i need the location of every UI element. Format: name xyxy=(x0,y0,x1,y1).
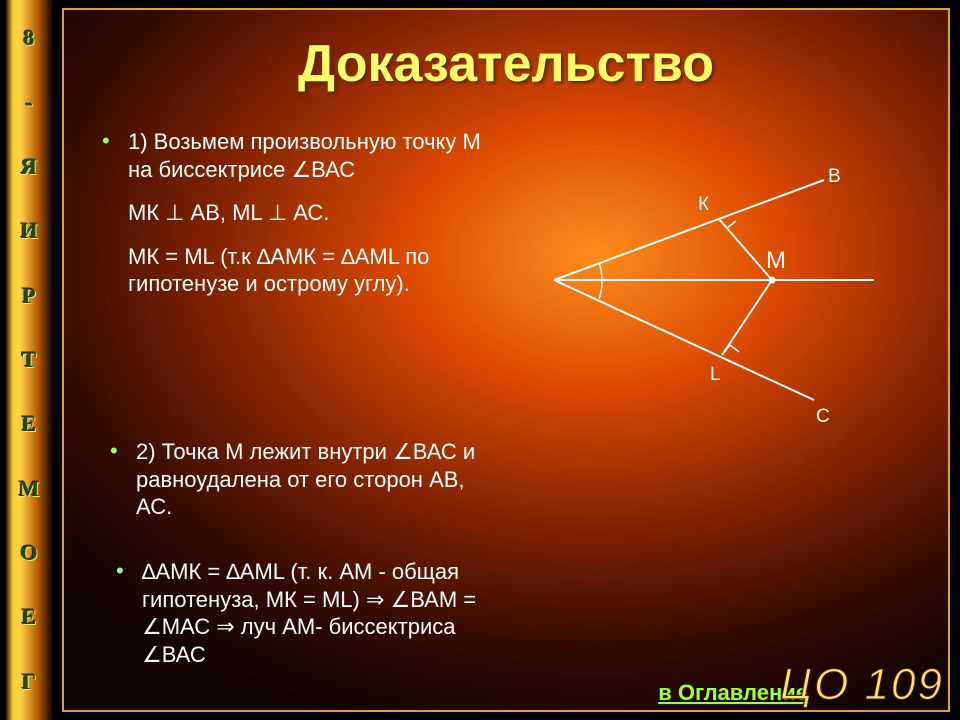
sidebar-letter: - xyxy=(25,90,32,116)
sidebar-letter: Т xyxy=(22,347,37,373)
diagram-label-K: К xyxy=(698,194,709,215)
diagram-label-L: L xyxy=(710,364,721,385)
sidebar-letter: Р xyxy=(22,283,35,309)
school-logo: ЦО 109 xyxy=(780,660,944,710)
proof-step-1a: 1) Возьмем произвольную точку М на биссе… xyxy=(128,128,482,183)
sidebar-letter: Е xyxy=(22,411,37,437)
sidebar-letter: Е xyxy=(22,604,37,630)
slide-title: Доказательство xyxy=(64,34,948,94)
bullet-icon: • xyxy=(110,438,136,521)
proof-step-3: ∆АМК = ∆АМL (т. к. АМ - общая гипотенуза… xyxy=(142,558,516,668)
sidebar-letter: 8 xyxy=(24,25,35,51)
angle-bisector-diagram: А В С К L М xyxy=(544,140,924,440)
sidebar-letter: О xyxy=(20,540,37,566)
sidebar-letter: Я xyxy=(21,154,37,180)
sidebar-letter: М xyxy=(19,476,40,502)
diagram-label-C: С xyxy=(816,406,830,427)
sidebar-letter: Г xyxy=(22,669,36,695)
bullet-icon: • xyxy=(102,128,128,298)
proof-step-1b: МК ⊥ АВ, МL ⊥ АС. xyxy=(128,199,482,227)
diagram-label-M: М xyxy=(766,247,786,274)
proof-step-1c: МК = МL (т.к ∆АМК = ∆АМL по гипотенузе и… xyxy=(128,243,482,298)
sidebar-letter: И xyxy=(20,218,37,244)
bullet-icon: • xyxy=(116,558,142,668)
sidebar-vertical-title: Г Е О М Е Т Р И Я - 8 xyxy=(10,6,48,714)
proof-step-2: 2) Точка М лежит внутри ∠ВАС и равноудал… xyxy=(136,438,490,521)
diagram-label-B: В xyxy=(828,166,841,187)
slide-content: Доказательство • 1) Возьмем произвольную… xyxy=(62,8,950,712)
